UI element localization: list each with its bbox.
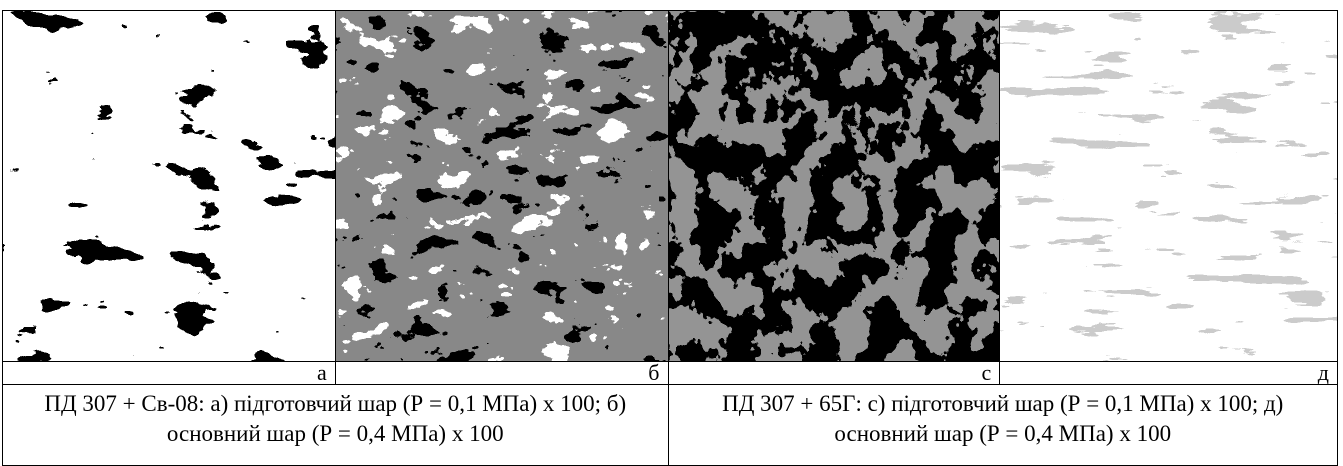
micrograph-cell [334, 10, 669, 362]
caption: ПД 307 + Св-08: а) підготовчий шар (Р = … [2, 384, 669, 466]
micrograph [335, 11, 668, 361]
micrograph [1000, 11, 1337, 361]
caption: ПД 307 + 65Г: с) підготовчий шар (Р = 0,… [667, 384, 1338, 466]
micrograph-cell [667, 10, 1001, 362]
panel-label: с [667, 361, 1001, 385]
panel-label: б [334, 361, 669, 385]
micrograph-cell [999, 10, 1338, 362]
micrograph [668, 11, 1000, 361]
micrograph [3, 11, 335, 361]
figure-table: а б с д ПД 307 + Св-08: а) підготовчий ш… [2, 10, 1338, 466]
micrograph-cell [2, 10, 336, 362]
panel-label: д [999, 361, 1338, 385]
panel-label: а [2, 361, 336, 385]
